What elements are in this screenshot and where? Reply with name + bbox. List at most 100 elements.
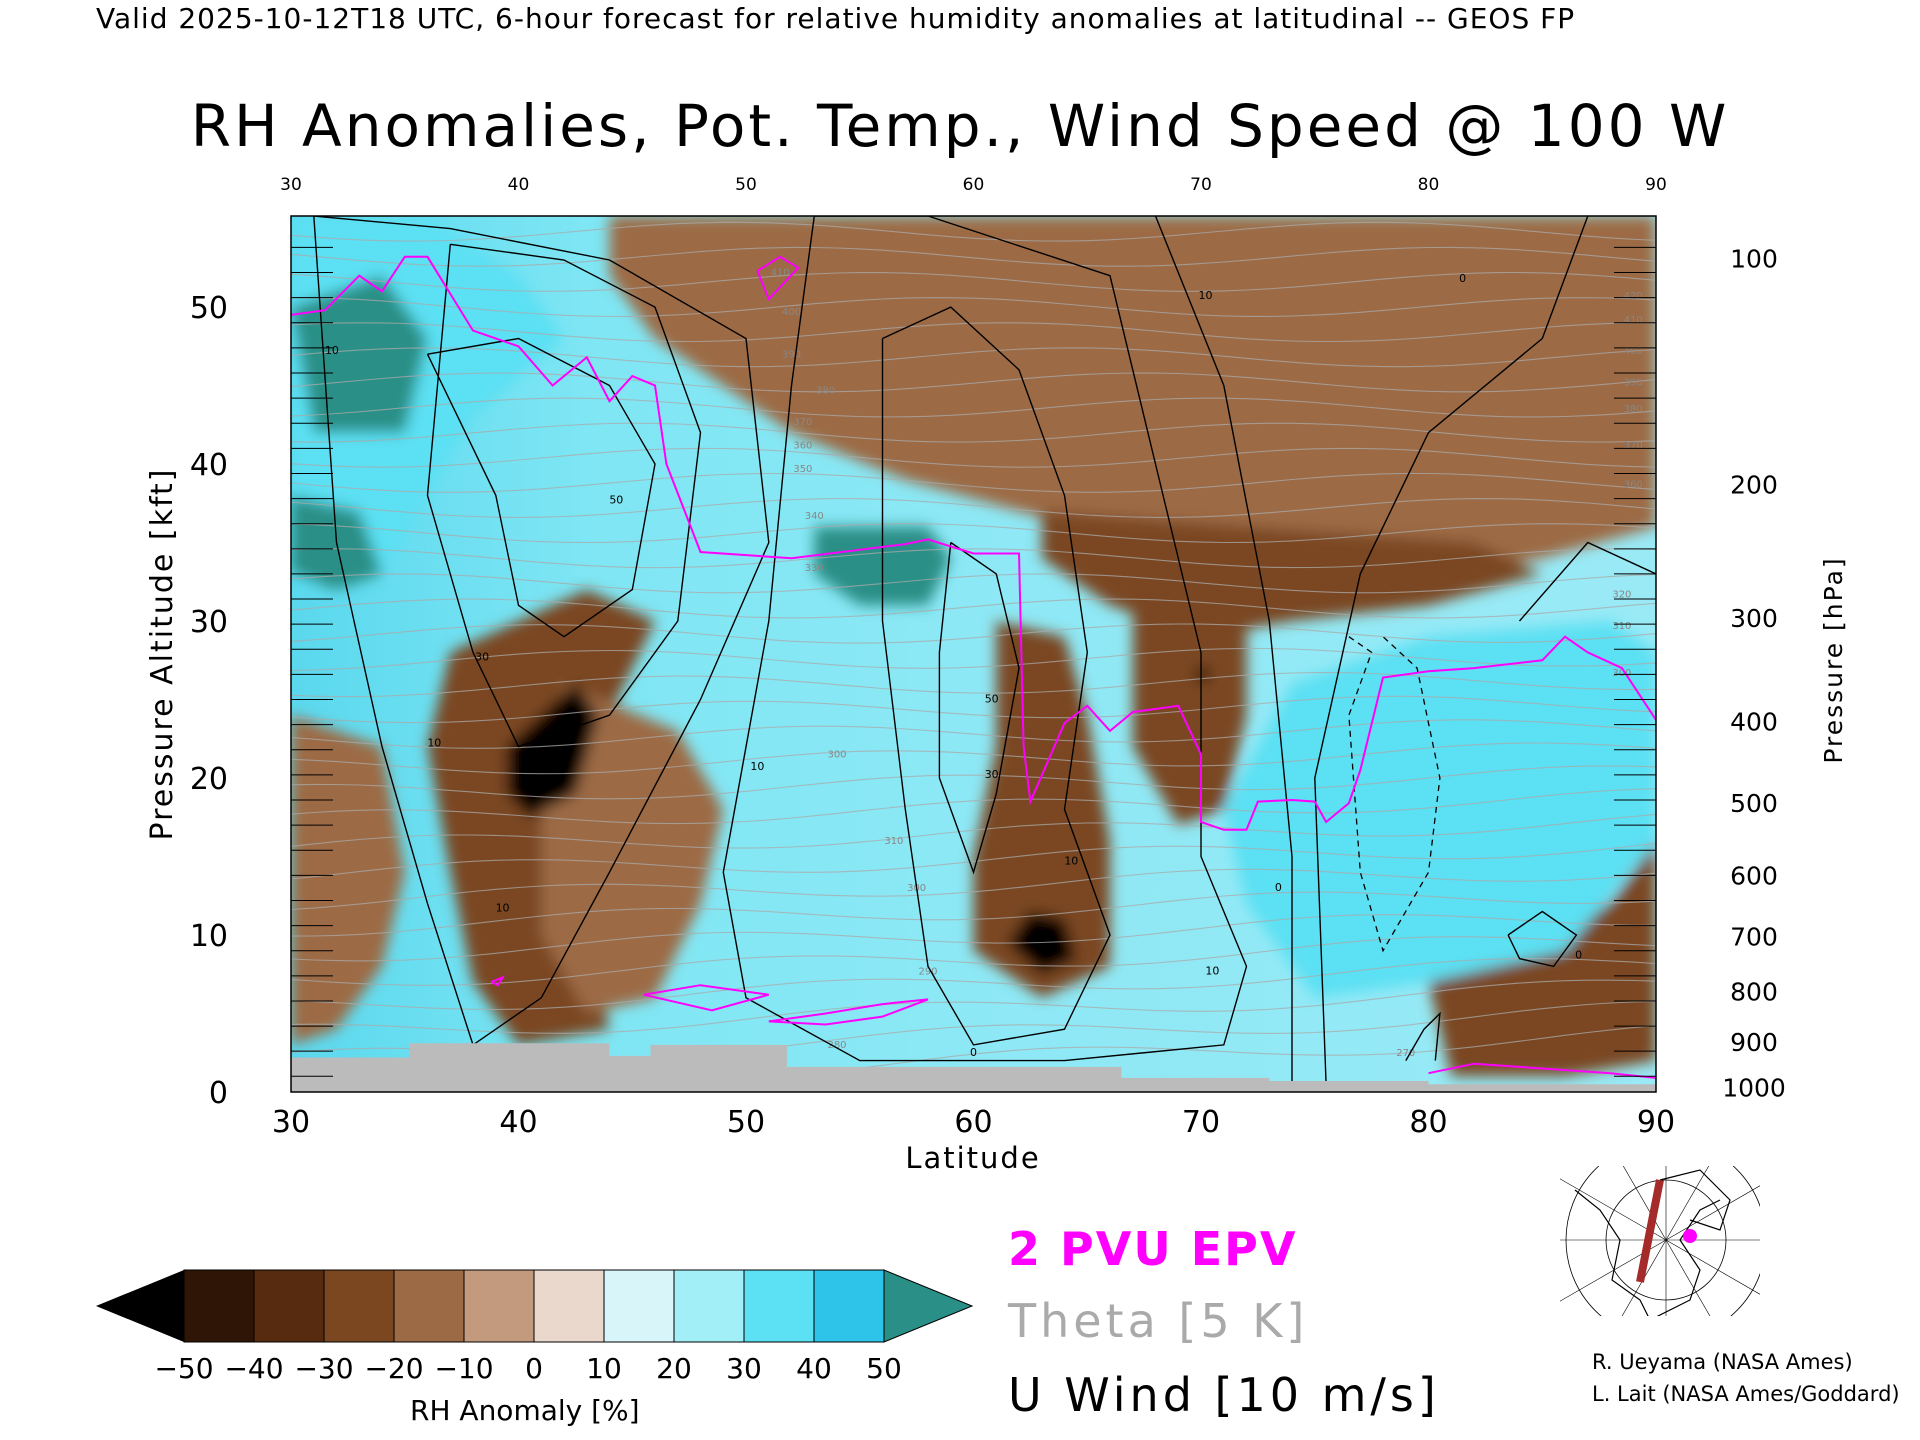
theta-contour-line: [291, 891, 1656, 937]
theta-contour-line: [291, 958, 1656, 1011]
wind-label: 0: [970, 1046, 977, 1059]
wind-contour-line: [1314, 216, 1589, 1085]
x-tick-label: 90: [1637, 1105, 1675, 1140]
colorbar-tick-label: 0: [525, 1352, 543, 1385]
theta-label: 420: [1624, 291, 1643, 302]
theta-label: 270: [1396, 1048, 1415, 1059]
epv-contour-low: [1428, 1062, 1656, 1079]
epv-contour-low: [490, 975, 505, 987]
theta-contour-line: [291, 623, 1656, 644]
theta-contour-line: [291, 271, 1656, 292]
wind-contour-line: [426, 337, 656, 638]
inset-section-path: [1636, 1179, 1664, 1283]
plot-area: 420 410 400 390 380 370 360 410 400 390 380 370 360 3…: [291, 216, 1656, 1092]
x-top-tick-label: 30: [280, 175, 302, 195]
chart-title: RH Anomalies, Pot. Temp., Wind Speed @ 1…: [190, 92, 1730, 160]
x-top-tick-label: 40: [508, 175, 530, 195]
anomaly-region-moist-band-75N: [1223, 621, 1656, 998]
colorbar-cell: [673, 1269, 745, 1343]
y-tick-label: 30: [190, 605, 228, 640]
inset-meridian: [1560, 1178, 1667, 1241]
pressure-tick-label: 900: [1730, 1028, 1778, 1057]
credits: R. Ueyama (NASA Ames) L. Lait (NASA Ames…: [1592, 1346, 1900, 1410]
inset-coastline: [1659, 1169, 1731, 1231]
wind-contour-line: [881, 306, 1111, 1046]
theta-label: 400: [1624, 346, 1643, 357]
colorbar-title: RH Anomaly [%]: [410, 1394, 640, 1427]
y-tick-label: 0: [209, 1076, 228, 1111]
inset-meridian: [1665, 1166, 1710, 1241]
wind-label: 50: [985, 693, 999, 706]
theta-label: 410: [1624, 315, 1643, 326]
ground-mask: [291, 1043, 1656, 1092]
pressure-tick-label: 1000: [1722, 1073, 1786, 1102]
theta-label: 300: [827, 750, 846, 761]
theta-contour-line: [291, 322, 1656, 343]
colorbar-tick-label: 20: [656, 1352, 692, 1385]
wind-label: 10: [1064, 854, 1078, 867]
pressure-tick-label: 300: [1730, 604, 1778, 633]
theta-label: 280: [827, 1040, 846, 1051]
inset-location-marker: [1683, 1229, 1697, 1243]
wind-label: 10: [1205, 964, 1219, 977]
colorbar-tick-label: −10: [434, 1352, 493, 1385]
colorbar-tick-label: 40: [796, 1352, 832, 1385]
colorbar-cell: [253, 1269, 325, 1343]
anomaly-region-dry-70N-column: [1132, 573, 1247, 826]
inset-meridian: [1665, 1185, 1760, 1241]
anomaly-region-moist-teal-30N: [291, 275, 428, 433]
wind-contour-line: [1154, 216, 1293, 1086]
theta-contour-line: [291, 936, 1656, 986]
theta-contour-line: [291, 914, 1656, 962]
colorbar-tick-label: 10: [586, 1352, 622, 1385]
colorbar-cell: [323, 1269, 395, 1343]
theta-contour-line: [291, 447, 1656, 468]
wind-contours: 10 0 10 50 30 10 10 50 30 10 10 0 0 0 10: [313, 216, 1656, 1086]
colorbar-under-arrow: [96, 1270, 184, 1342]
colorbar-cell: [813, 1269, 885, 1343]
wind-label: 50: [609, 493, 623, 506]
colorbar-tick-label: −40: [224, 1352, 283, 1385]
pressure-tick-label: 500: [1730, 789, 1778, 818]
legend-epv: 2 PVU EPV: [1008, 1222, 1298, 1276]
x-top-tick-label: 70: [1190, 175, 1212, 195]
epv-contour-low: [643, 984, 770, 1012]
colorbar-cell: [183, 1269, 255, 1343]
theta-label: 410: [771, 268, 790, 279]
theta-label: 380: [1624, 404, 1643, 415]
pressure-tick-label: 800: [1730, 978, 1778, 1007]
colorbar: −50 −40 −30 −20 −10 0 10 20 30 40 50: [96, 1269, 974, 1385]
pressure-tick-label: 400: [1730, 708, 1778, 737]
x-tick-label: 80: [1409, 1105, 1447, 1140]
theta-label: 340: [805, 511, 824, 522]
theta-contour-line: [291, 246, 1656, 267]
wind-contour-line: [313, 216, 770, 1047]
colorbar-cell: [743, 1269, 815, 1343]
x-tick-label: 50: [727, 1105, 765, 1140]
y-tick-label: 20: [190, 762, 228, 797]
theta-contour-line: [291, 842, 1656, 880]
epv-contour-layer: [291, 255, 1656, 1079]
theta-label: 370: [793, 417, 812, 428]
x-tick-label: 40: [499, 1105, 537, 1140]
colorbar-tick-label: 50: [866, 1352, 902, 1385]
theta-contour-line: [291, 548, 1656, 569]
colorbar-cell: [603, 1269, 675, 1343]
wind-label: 0: [1459, 272, 1466, 285]
theta-label: 330: [805, 563, 824, 574]
x-tick-label: 60: [954, 1105, 992, 1140]
theta-label: 300: [1612, 668, 1631, 679]
wind-contour-line: [1507, 910, 1578, 968]
theta-contour-line: [291, 671, 1656, 698]
theta-label: 290: [918, 966, 937, 977]
theta-label: 350: [793, 464, 812, 475]
theta-contour-line: [291, 297, 1656, 318]
wind-label: 10: [750, 760, 764, 773]
ground-layer: [291, 1043, 1656, 1092]
theta-label: 400: [782, 307, 801, 318]
inset-map: [1560, 1166, 1760, 1316]
epv-contour-low: [768, 998, 929, 1026]
theta-contour-line: [291, 868, 1656, 911]
theta-contour-line: [291, 397, 1656, 418]
